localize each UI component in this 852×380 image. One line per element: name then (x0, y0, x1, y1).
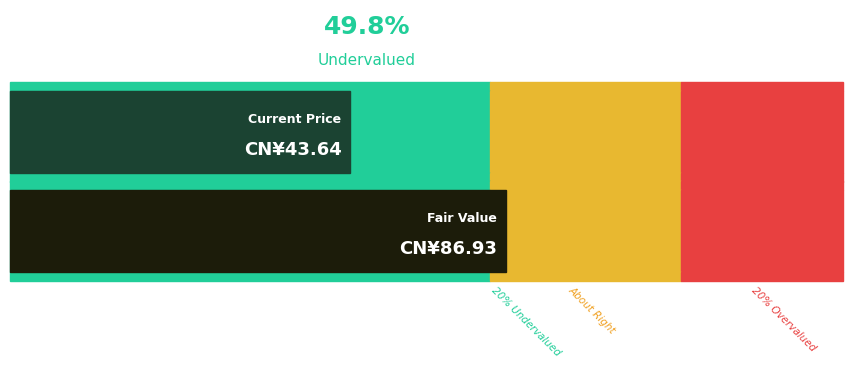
Text: CN¥86.93: CN¥86.93 (399, 240, 497, 258)
Text: Undervalued: Undervalued (318, 53, 415, 68)
Bar (489, 180, 681, 190)
Text: 20% Undervalued: 20% Undervalued (489, 285, 561, 358)
Bar (681, 190, 842, 272)
Bar (489, 82, 681, 91)
Bar (10, 190, 489, 272)
Text: Current Price: Current Price (248, 113, 341, 126)
Text: Fair Value: Fair Value (427, 212, 497, 225)
Bar (681, 173, 842, 182)
Bar (489, 272, 681, 281)
Bar (10, 91, 349, 173)
Bar (489, 190, 681, 272)
Bar (489, 173, 681, 182)
Bar (681, 180, 842, 190)
Text: CN¥43.64: CN¥43.64 (244, 141, 341, 159)
Bar (10, 272, 489, 281)
Bar (10, 82, 489, 91)
Bar (10, 190, 505, 272)
Bar (10, 91, 489, 173)
Text: About Right: About Right (566, 285, 616, 336)
Bar (681, 82, 842, 91)
Bar (10, 180, 489, 190)
Bar (10, 173, 489, 182)
Text: 20% Overvalued: 20% Overvalued (748, 285, 816, 353)
Text: 49.8%: 49.8% (323, 14, 410, 39)
Bar (681, 272, 842, 281)
Bar (489, 91, 681, 173)
Bar (681, 91, 842, 173)
